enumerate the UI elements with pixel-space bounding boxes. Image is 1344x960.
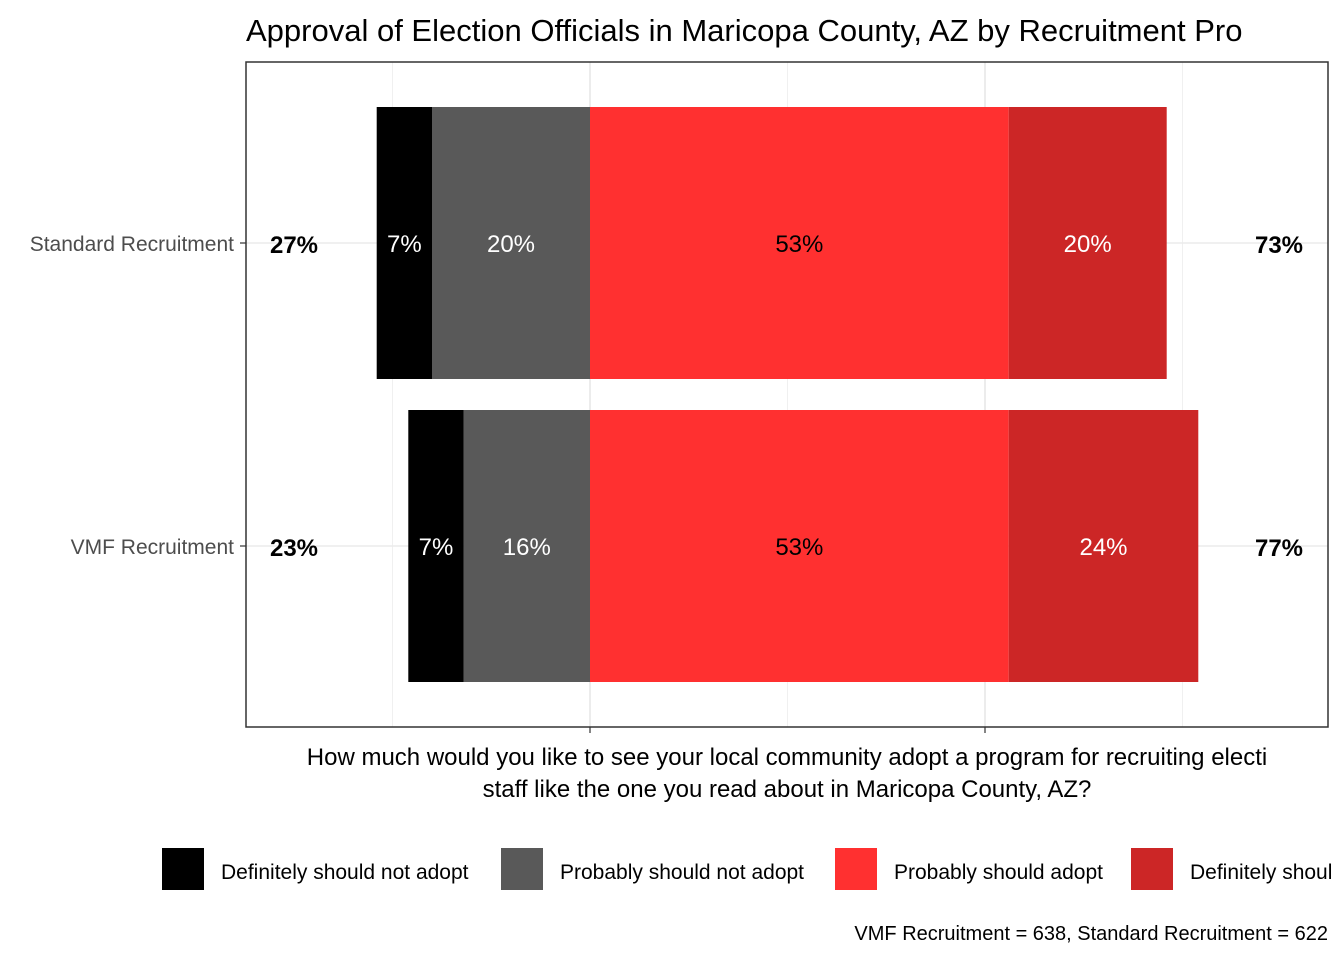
bar-data-label: 24% xyxy=(1079,534,1127,561)
total-positive-label: 77% xyxy=(1255,535,1303,562)
bar-data-label: 53% xyxy=(775,231,823,258)
bar-segment xyxy=(590,107,1009,379)
total-positive-label: 73% xyxy=(1255,232,1303,259)
legend-item: Definitely should not adopt xyxy=(162,848,469,890)
bar-segment xyxy=(590,410,1009,682)
legend-item: Definitely shoul xyxy=(1131,848,1332,890)
legend-label: Probably should not adopt xyxy=(560,861,804,884)
legend: Definitely should not adopt Probably shou… xyxy=(162,848,1332,890)
y-axis-tick-label: Standard Recruitment xyxy=(30,233,234,256)
legend-label: Probably should adopt xyxy=(894,861,1103,884)
bar-data-label: 53% xyxy=(775,534,823,561)
bar-data-label: 20% xyxy=(487,231,535,258)
bar-data-label: 20% xyxy=(1064,231,1112,258)
legend-item: Probably should not adopt xyxy=(501,848,804,890)
total-negative-label: 27% xyxy=(270,232,318,259)
legend-item: Probably should adopt xyxy=(835,848,1103,890)
y-axis-tick-label: VMF Recruitment xyxy=(71,536,235,559)
x-axis-label-line-2: staff like the one you read about in Mar… xyxy=(483,776,1092,803)
y-axis-labels: Standard Recruitment VMF Recruitment xyxy=(30,233,246,559)
total-negative-label: 23% xyxy=(270,535,318,562)
legend-swatch xyxy=(835,848,877,890)
legend-swatch xyxy=(162,848,204,890)
legend-label: Definitely shoul xyxy=(1190,861,1332,884)
bar-segment xyxy=(408,410,464,682)
caption: VMF Recruitment = 638, Standard Recruitm… xyxy=(854,923,1328,945)
bar-segment xyxy=(432,107,590,379)
bar-segment xyxy=(376,107,432,379)
bars: 20% 7% 53% 20% 27% 73% 16% 7% 53% 24% 23% 77% xyxy=(245,61,1329,728)
x-axis-label-line-1: How much would you like to see your loca… xyxy=(307,744,1267,771)
legend-swatch xyxy=(1131,848,1173,890)
bar-segment xyxy=(1008,107,1167,379)
legend-label: Definitely should not adopt xyxy=(221,861,469,884)
legend-swatch xyxy=(501,848,543,890)
chart-title: Approval of Election Officials in Marico… xyxy=(246,13,1242,48)
bar-segment xyxy=(1008,410,1199,682)
bar-segment xyxy=(463,410,590,682)
panel-border xyxy=(245,61,1329,728)
bar-data-label: 7% xyxy=(419,534,454,561)
bar-data-label: 7% xyxy=(387,231,422,258)
bar-data-label: 16% xyxy=(503,534,551,561)
